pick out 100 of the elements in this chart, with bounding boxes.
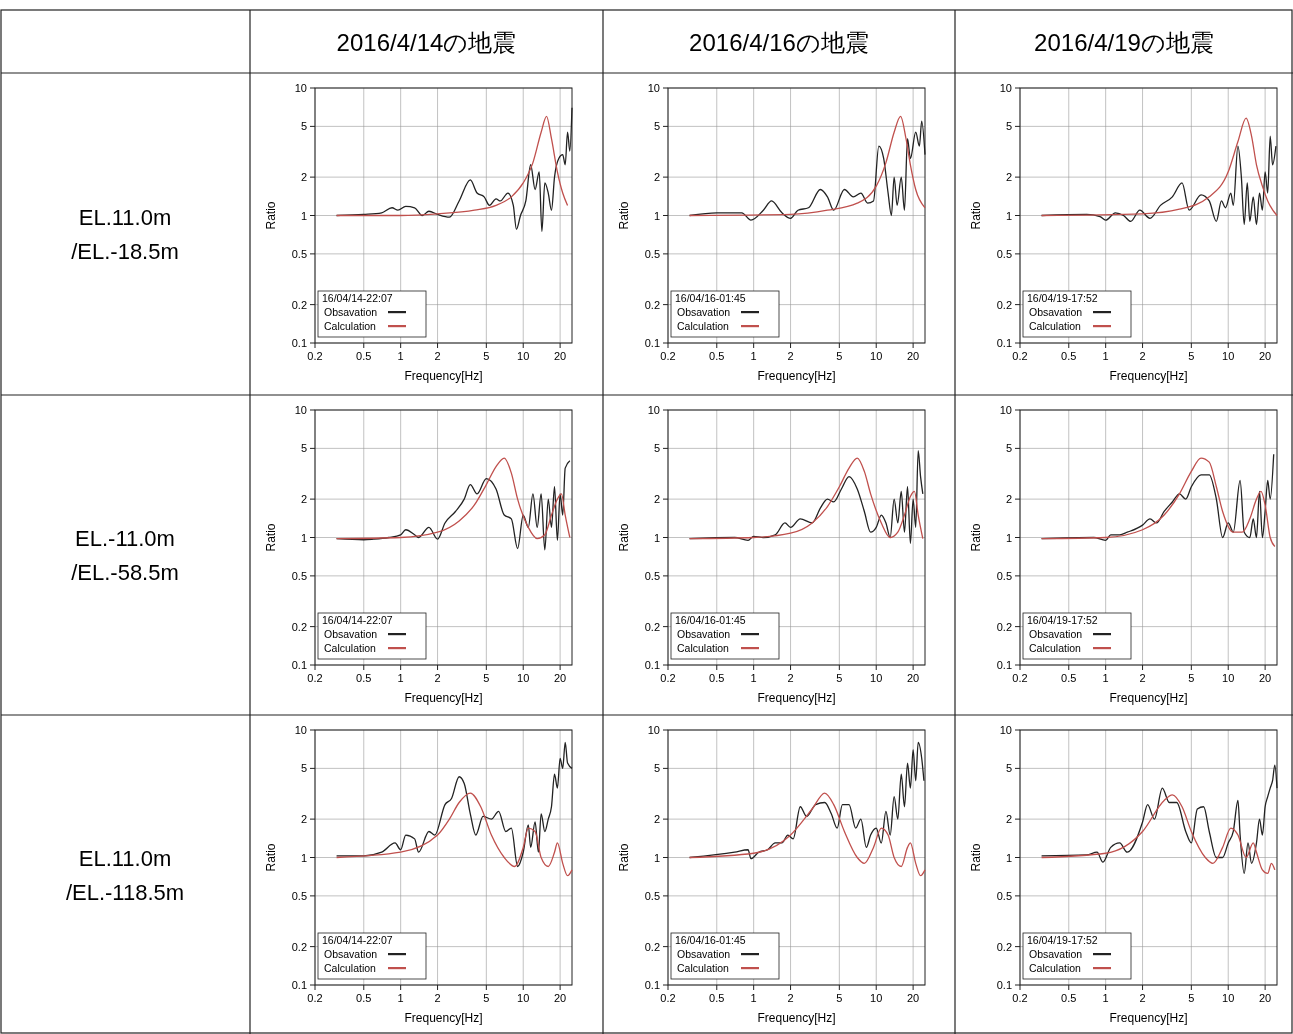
legend-label: Calculation	[677, 320, 730, 332]
x-tick-label: 10	[870, 350, 883, 362]
y-axis-title: Ratio	[617, 201, 631, 230]
legend-label: Calculation	[677, 642, 730, 654]
x-tick-label: 5	[483, 992, 490, 1004]
y-tick-label: 1	[653, 851, 660, 864]
y-tick-label: 10	[294, 404, 307, 416]
x-tick-label: 2	[787, 672, 794, 684]
x-tick-label: 0.5	[356, 992, 372, 1004]
x-tick-label: 10	[517, 992, 530, 1004]
y-axis-title: Ratio	[969, 523, 983, 552]
y-tick-label: 0.5	[996, 889, 1012, 902]
x-tick-label: 0.5	[709, 992, 725, 1004]
legend-label: Obsavation	[324, 628, 378, 640]
y-tick-label: 2	[1005, 493, 1012, 506]
x-axis-title: Frequency[Hz]	[404, 369, 483, 383]
legend-title: 16/04/14-22:07	[322, 614, 393, 626]
x-tick-label: 10	[870, 992, 883, 1004]
x-tick-label: 20	[554, 992, 567, 1004]
legend-title: 16/04/14-22:07	[322, 934, 393, 946]
legend-title: 16/04/19-17:52	[1027, 292, 1098, 304]
legend-title: 16/04/19-17:52	[1027, 934, 1098, 946]
y-tick-label: 1	[1005, 531, 1012, 544]
x-tick-label: 1	[397, 672, 404, 684]
x-tick-label: 20	[554, 350, 567, 362]
legend-label: Obsavation	[1029, 628, 1083, 640]
y-tick-label: 2	[653, 171, 660, 184]
x-tick-label: 1	[750, 672, 757, 684]
x-tick-label: 5	[483, 672, 490, 684]
x-tick-label: 1	[1102, 350, 1109, 362]
y-tick-label: 0.2	[644, 940, 660, 953]
legend-title: 16/04/14-22:07	[322, 292, 393, 304]
x-tick-label: 10	[1222, 350, 1235, 362]
y-tick-label: 1	[653, 531, 660, 544]
y-tick-label: 0.5	[291, 569, 307, 582]
x-axis-title: Frequency[Hz]	[1109, 369, 1188, 383]
x-tick-label: 5	[836, 992, 843, 1004]
y-tick-label: 10	[999, 82, 1012, 94]
legend-label: Obsavation	[677, 948, 731, 960]
y-tick-label: 0.2	[291, 298, 307, 311]
x-axis-title: Frequency[Hz]	[757, 691, 836, 705]
x-tick-label: 20	[1259, 992, 1272, 1004]
chart-title: 2016/4/19の地震	[1034, 28, 1214, 56]
y-tick-label: 0.2	[996, 620, 1012, 633]
y-axis-title: Ratio	[264, 201, 278, 230]
x-tick-label: 2	[1139, 992, 1146, 1004]
x-axis-title: Frequency[Hz]	[1109, 1011, 1188, 1025]
y-tick-label: 2	[300, 171, 307, 184]
x-tick-label: 0.5	[1061, 672, 1077, 684]
y-tick-label: 0.1	[996, 659, 1012, 671]
y-tick-label: 0.2	[291, 940, 307, 953]
legend-label: Obsavation	[677, 306, 731, 318]
x-tick-label: 10	[517, 672, 530, 684]
x-tick-label: 2	[1139, 672, 1146, 684]
x-tick-label: 5	[1188, 992, 1195, 1004]
y-tick-label: 0.1	[291, 659, 307, 671]
x-tick-label: 20	[907, 350, 920, 362]
x-tick-label: 10	[1222, 672, 1235, 684]
y-tick-label: 2	[653, 813, 660, 826]
x-tick-label: 1	[1102, 992, 1109, 1004]
y-tick-label: 0.1	[996, 979, 1012, 991]
legend-label: Calculation	[324, 320, 377, 332]
y-tick-label: 5	[1005, 120, 1012, 133]
x-tick-label: 2	[434, 350, 441, 362]
y-tick-label: 5	[653, 442, 660, 455]
legend-label: Obsavation	[324, 306, 378, 318]
text: /EL.-18.5m	[71, 239, 179, 264]
y-axis-title: Ratio	[617, 523, 631, 552]
y-tick-label: 5	[300, 120, 307, 133]
y-tick-label: 2	[1005, 813, 1012, 826]
y-tick-label: 5	[300, 762, 307, 775]
x-tick-label: 2	[434, 672, 441, 684]
legend-label: Obsavation	[677, 628, 731, 640]
y-tick-label: 5	[653, 120, 660, 133]
y-tick-label: 0.2	[644, 620, 660, 633]
text: EL.11.0m	[78, 845, 172, 871]
y-tick-label: 0.1	[996, 337, 1012, 349]
y-tick-label: 0.2	[291, 620, 307, 633]
y-axis-title: Ratio	[969, 201, 983, 230]
y-tick-label: 10	[999, 724, 1012, 736]
x-tick-label: 10	[517, 350, 530, 362]
y-tick-label: 2	[653, 493, 660, 506]
x-tick-label: 1	[750, 350, 757, 362]
x-tick-label: 1	[397, 992, 404, 1004]
x-axis-title: Frequency[Hz]	[404, 691, 483, 705]
x-tick-label: 20	[907, 672, 920, 684]
x-tick-label: 0.5	[356, 350, 372, 362]
y-tick-label: 1	[1005, 851, 1012, 864]
y-axis-title: Ratio	[617, 843, 631, 872]
y-tick-label: 0.5	[291, 247, 307, 260]
y-tick-label: 1	[300, 851, 307, 864]
x-tick-label: 5	[836, 672, 843, 684]
y-tick-label: 10	[294, 82, 307, 94]
y-tick-label: 1	[300, 209, 307, 222]
y-tick-label: 1	[653, 209, 660, 222]
y-tick-label: 10	[294, 724, 307, 736]
x-tick-label: 20	[1259, 350, 1272, 362]
x-tick-label: 20	[907, 992, 920, 1004]
x-axis-title: Frequency[Hz]	[404, 1011, 483, 1025]
x-tick-label: 5	[836, 350, 843, 362]
